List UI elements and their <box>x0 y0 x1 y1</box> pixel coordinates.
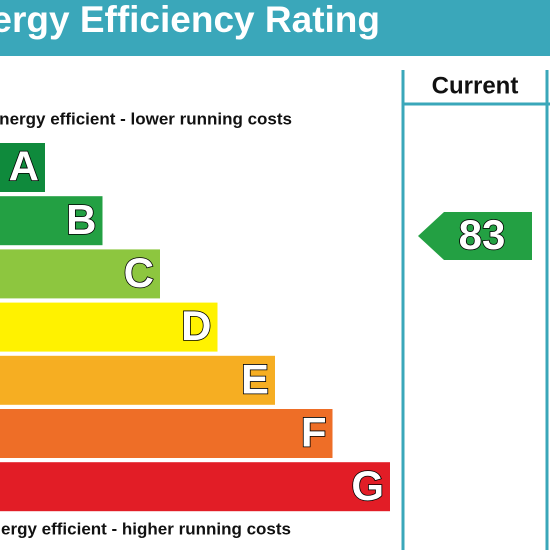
rating-arrow <box>418 212 532 260</box>
bottom-note: Not energy efficient - higher running co… <box>0 519 291 538</box>
column-header: Current <box>432 72 519 99</box>
band-letter: G <box>351 462 384 509</box>
band-letter: F <box>301 409 327 456</box>
band-letter: B <box>66 196 96 243</box>
band <box>0 355 275 405</box>
band <box>0 143 45 192</box>
band <box>0 249 160 299</box>
band-letter: C <box>124 249 154 296</box>
band-letter: D <box>181 302 211 349</box>
band <box>0 409 333 458</box>
title: Energy Efficiency Rating <box>0 0 380 40</box>
band <box>0 196 103 246</box>
band <box>0 462 390 512</box>
top-note: Very energy efficient - lower running co… <box>0 109 292 128</box>
band-letter: E <box>241 355 269 402</box>
current-rating: 83 <box>418 210 532 260</box>
header-bar <box>0 0 550 56</box>
band <box>0 302 218 352</box>
rating-value: 83 <box>459 211 506 258</box>
band-letter: A <box>9 143 39 190</box>
